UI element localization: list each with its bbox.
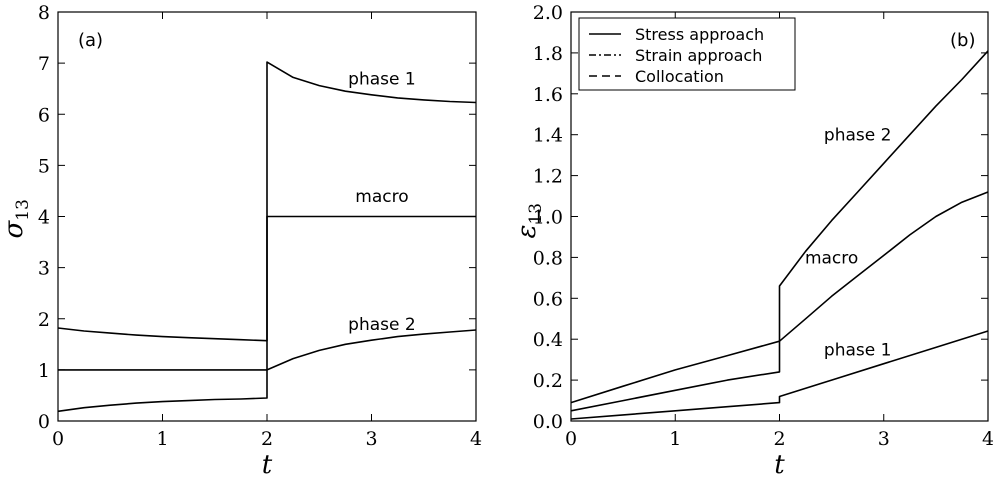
x-tick-label: 3 — [878, 428, 890, 450]
y-tick-label: 1 — [38, 360, 50, 382]
series-line-phase-2 — [57, 329, 477, 413]
y-tick-label: 8 — [38, 2, 50, 24]
y-tick-label: 1.0 — [533, 207, 563, 229]
x-tick-label: 4 — [982, 428, 993, 450]
series-line-macro — [58, 215, 476, 371]
annotation-label: phase 2 — [824, 126, 892, 146]
y-axis-subscript: 13 — [526, 203, 546, 225]
series-line-phase-1 — [570, 330, 989, 420]
legend-entry-label: Collocation — [635, 67, 724, 86]
series-line-phase-1 — [57, 61, 477, 342]
x-axis-label: t — [774, 450, 785, 480]
y-tick-label: 5 — [38, 155, 50, 177]
x-tick-label: 0 — [565, 428, 577, 450]
annotation-label: macro — [805, 248, 858, 268]
y-tick-label: 0.6 — [533, 288, 563, 310]
x-tick-label: 3 — [365, 428, 377, 450]
panel-label: (a) — [78, 30, 103, 51]
y-tick-label: 4 — [38, 207, 50, 229]
panel-label: (b) — [950, 30, 975, 51]
legend-box — [578, 17, 796, 91]
y-tick-label: 3 — [38, 258, 50, 280]
y-axis-label: ε13 — [512, 203, 546, 239]
annotation-label: phase 1 — [824, 340, 892, 360]
x-tick-label: 4 — [470, 428, 482, 450]
annotation-label: macro — [355, 187, 408, 207]
series-line-phase-2 — [570, 50, 989, 404]
annotation-label: phase 2 — [348, 315, 416, 335]
panel-b: 0 1 2 3 4 0.0 0.2 0.4 0.6 0.8 1.0 1.2 1.4 1.6 1.8 2.0 t ε… — [512, 2, 993, 480]
y-tick-label: 1.2 — [533, 166, 563, 188]
y-tick-label: 2.0 — [533, 2, 563, 24]
y-tick-label: 0 — [38, 411, 50, 433]
annotation-label: phase 1 — [348, 69, 416, 89]
x-tick-label: 2 — [773, 428, 785, 450]
x-tick-label: 1 — [156, 428, 168, 450]
y-tick-label: 0.0 — [533, 411, 563, 433]
y-tick-label: 6 — [38, 104, 50, 126]
panel-a: 0 1 2 3 4 0 1 2 3 4 5 6 7 8 t σ13 (a) phase 1 macro phase 2 — [0, 2, 482, 480]
y-tick-label: 1.6 — [533, 84, 563, 106]
y-tick-label: 7 — [38, 53, 50, 75]
y-tick-label: 0.4 — [533, 329, 563, 351]
x-tick-label: 1 — [669, 428, 681, 450]
x-tick-label: 0 — [52, 428, 64, 450]
y-tick-label: 0.2 — [533, 370, 563, 392]
y-tick-label: 0.8 — [533, 247, 563, 269]
series-line-macro — [570, 191, 989, 412]
y-tick-label: 1.4 — [533, 125, 563, 147]
legend-entry-label: Stress approach — [635, 25, 764, 44]
x-axis-label: t — [262, 450, 273, 480]
y-axis-symbol: σ — [0, 220, 29, 239]
y-axis-subscript: 13 — [13, 199, 33, 221]
y-tick-label: 1.8 — [533, 43, 563, 65]
y-tick-label: 2 — [38, 309, 50, 331]
x-tick-label: 2 — [261, 428, 273, 450]
y-axis-label: σ13 — [0, 199, 33, 238]
legend-entry-label: Strain approach — [635, 46, 762, 65]
y-axis-symbol: ε — [512, 225, 542, 239]
